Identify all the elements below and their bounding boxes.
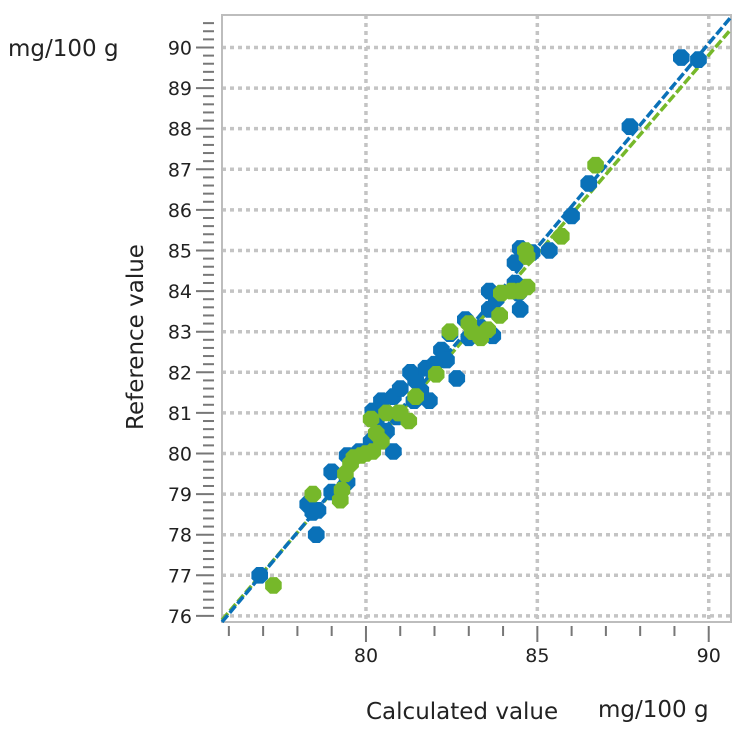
- y-tick-label: 80: [168, 444, 192, 466]
- data-point: [378, 404, 395, 422]
- data-points: [251, 49, 707, 594]
- data-point: [309, 502, 327, 519]
- data-point: [265, 577, 282, 594]
- data-point: [448, 370, 466, 387]
- data-point: [402, 364, 419, 381]
- y-tick-label: 88: [168, 119, 192, 141]
- data-point: [511, 301, 529, 318]
- x-tick-label: 80: [354, 645, 378, 667]
- data-point: [304, 485, 322, 503]
- y-axis-label: Reference value: [123, 244, 149, 430]
- data-point: [421, 392, 438, 409]
- data-point: [427, 366, 445, 383]
- y-tick-label: 84: [168, 281, 192, 303]
- data-point: [563, 207, 580, 225]
- y-unit-label: mg/100 g: [8, 36, 119, 62]
- data-point: [517, 242, 534, 259]
- tick-labels: 76 77 78 79 80 81 82 83 84 85 86 87 88 89 90 80 85 90: [168, 37, 721, 667]
- axis-ticks: [196, 22, 710, 642]
- y-tick-label: 89: [168, 78, 192, 100]
- y-tick-label: 76: [168, 606, 192, 628]
- data-point: [362, 410, 380, 428]
- data-point: [367, 424, 385, 442]
- data-point: [333, 481, 351, 499]
- data-point: [391, 404, 409, 422]
- y-tick-label: 85: [168, 240, 192, 262]
- data-point: [441, 323, 459, 340]
- plot-frame: [221, 14, 732, 623]
- y-tick-label: 86: [168, 200, 192, 222]
- data-point: [385, 443, 402, 460]
- y-tick-label: 90: [168, 37, 192, 59]
- data-point: [407, 388, 424, 405]
- x-unit-label: mg/100 g: [598, 697, 709, 723]
- x-axis-label: Calculated value: [366, 699, 558, 725]
- data-point: [491, 307, 508, 324]
- data-point: [673, 49, 690, 66]
- data-point: [690, 51, 707, 68]
- data-point: [553, 228, 570, 245]
- data-point: [541, 242, 558, 259]
- y-tick-label: 87: [168, 159, 192, 181]
- data-point: [621, 118, 639, 135]
- x-tick-label: 85: [525, 645, 549, 667]
- data-point: [307, 526, 325, 543]
- data-point: [391, 380, 409, 397]
- y-tick-label: 83: [168, 322, 192, 344]
- data-point: [479, 321, 496, 338]
- data-point: [587, 156, 604, 174]
- y-tick-label: 82: [168, 362, 192, 384]
- y-tick-label: 78: [168, 525, 192, 547]
- data-point: [251, 567, 268, 584]
- y-tick-label: 81: [168, 403, 192, 425]
- data-point: [580, 175, 598, 192]
- data-point: [323, 463, 340, 481]
- data-point: [518, 278, 536, 296]
- y-tick-label: 79: [168, 484, 192, 506]
- x-tick-label: 90: [697, 645, 721, 667]
- y-tick-label: 77: [168, 565, 192, 587]
